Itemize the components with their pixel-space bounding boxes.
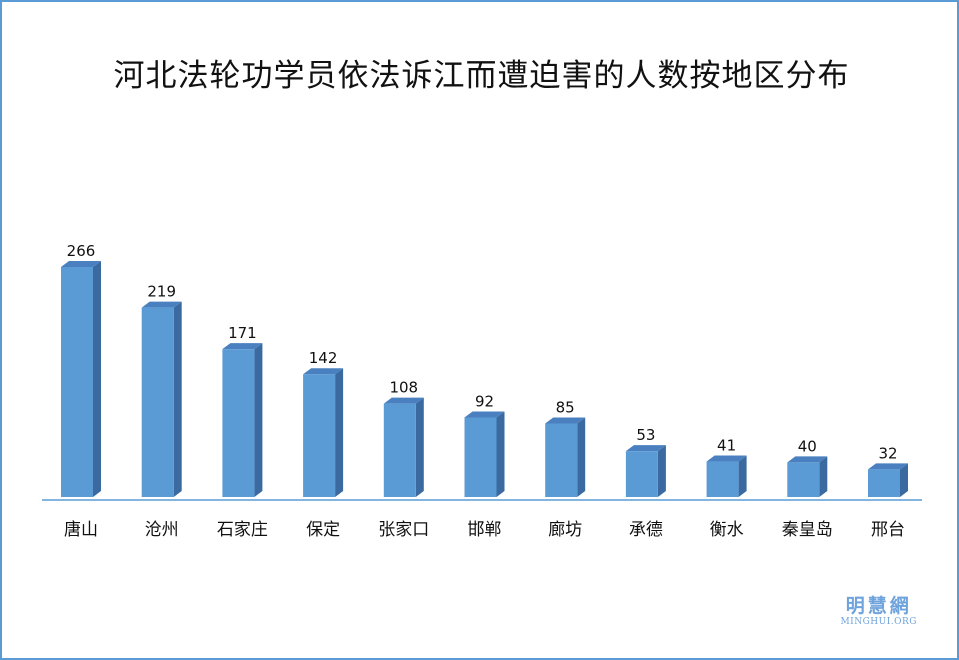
value-label: 108 bbox=[389, 379, 418, 397]
bar-top bbox=[222, 343, 263, 350]
category-label: 石家庄 bbox=[217, 520, 268, 540]
bar-side bbox=[93, 261, 101, 497]
category-label: 保定 bbox=[306, 520, 340, 540]
bar-保定 bbox=[303, 368, 344, 497]
bar-沧州 bbox=[141, 301, 182, 497]
bar-side bbox=[900, 463, 908, 497]
bar-top bbox=[545, 417, 586, 424]
chart-title: 河北法轮功学员依法诉江而遭迫害的人数按地区分布 bbox=[113, 58, 850, 94]
bar-front bbox=[141, 307, 174, 497]
bar-承德 bbox=[625, 445, 666, 497]
category-label: 秦皇岛 bbox=[782, 520, 833, 540]
bar-石家庄 bbox=[222, 343, 263, 497]
bar-top bbox=[625, 445, 666, 452]
bar-front bbox=[706, 461, 739, 497]
bar-front bbox=[787, 462, 820, 497]
bar-top bbox=[61, 261, 101, 267]
value-label: 171 bbox=[228, 324, 257, 342]
bar-side bbox=[173, 301, 182, 497]
value-label: 92 bbox=[475, 392, 494, 410]
bar-front bbox=[383, 403, 416, 497]
bar-side bbox=[657, 445, 666, 497]
bar-top bbox=[303, 368, 344, 375]
bar-front bbox=[625, 451, 658, 497]
category-label: 邢台 bbox=[871, 520, 905, 540]
bar-邢台 bbox=[868, 463, 908, 497]
bar-唐山 bbox=[61, 261, 101, 497]
value-label: 266 bbox=[67, 242, 96, 260]
value-labels-group: 266 219 171 142 108 92 85 53 41 40 32 bbox=[67, 242, 898, 462]
bar-秦皇岛 bbox=[787, 456, 828, 497]
bar-top bbox=[787, 456, 828, 463]
value-label: 85 bbox=[556, 399, 575, 417]
bar-邯郸 bbox=[464, 411, 505, 497]
bar-front bbox=[545, 423, 578, 497]
bar-廊坊 bbox=[545, 417, 586, 497]
category-label: 廊坊 bbox=[548, 520, 582, 540]
bar-top bbox=[383, 397, 424, 404]
bars-group bbox=[61, 261, 908, 497]
bar-front bbox=[464, 417, 497, 497]
category-label: 承德 bbox=[629, 520, 663, 540]
bar-front bbox=[222, 349, 255, 497]
value-label: 142 bbox=[309, 349, 338, 367]
bar-top bbox=[464, 411, 505, 418]
bar-side bbox=[738, 455, 747, 497]
bar-side bbox=[415, 397, 424, 497]
value-label: 53 bbox=[636, 426, 655, 444]
category-label: 沧州 bbox=[145, 520, 179, 540]
bar-张家口 bbox=[383, 397, 424, 497]
bar-side bbox=[577, 417, 586, 497]
bar-side bbox=[819, 456, 828, 497]
category-label: 邯郸 bbox=[468, 520, 502, 540]
value-label: 219 bbox=[147, 283, 176, 301]
category-label: 唐山 bbox=[64, 519, 98, 540]
category-label: 衡水 bbox=[710, 520, 744, 540]
bar-front bbox=[303, 374, 336, 497]
category-label: 张家口 bbox=[378, 520, 429, 540]
minghui-watermark-logo: 明慧網 MINGHUI.ORG bbox=[840, 595, 917, 628]
value-label: 41 bbox=[717, 437, 736, 455]
bar-top bbox=[868, 463, 908, 470]
category-labels-group: 唐山 沧州 石家庄 保定 张家口 邯郸 廊坊 承德 衡水 秦皇岛 邢台 bbox=[64, 519, 905, 540]
value-label: 40 bbox=[798, 437, 817, 455]
bar-front bbox=[868, 469, 900, 497]
bar-side bbox=[254, 343, 263, 497]
bar-side bbox=[496, 411, 505, 497]
bar-top bbox=[706, 455, 747, 462]
watermark-name-en: MINGHUI.ORG bbox=[840, 617, 917, 627]
watermark-name-cn: 明慧網 bbox=[845, 595, 912, 617]
bar-front bbox=[61, 267, 93, 497]
bar-衡水 bbox=[706, 455, 747, 497]
bar-side bbox=[335, 368, 344, 497]
value-label: 32 bbox=[878, 444, 897, 462]
bar-top bbox=[141, 301, 182, 308]
